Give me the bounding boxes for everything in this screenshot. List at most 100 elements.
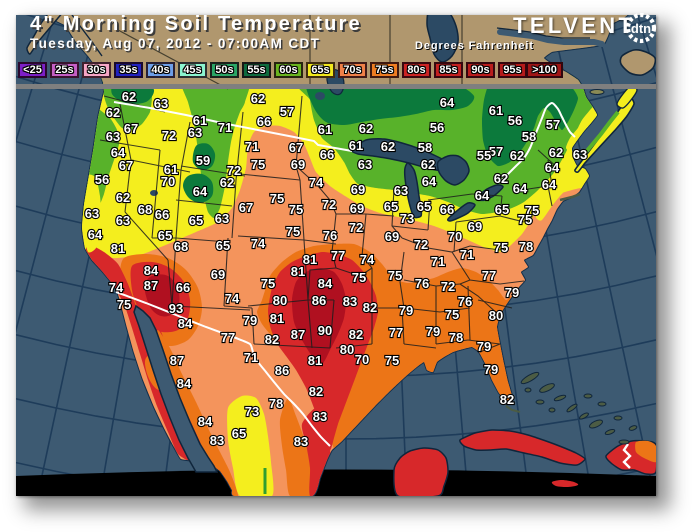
svg-text:77: 77 <box>221 330 235 345</box>
svg-text:74: 74 <box>109 280 124 295</box>
svg-text:82: 82 <box>363 300 377 315</box>
svg-text:84: 84 <box>178 316 193 331</box>
svg-text:81: 81 <box>308 353 322 368</box>
svg-text:56: 56 <box>95 172 109 187</box>
svg-text:76: 76 <box>415 276 429 291</box>
svg-text:79: 79 <box>243 313 257 328</box>
svg-text:dtn: dtn <box>631 21 651 36</box>
svg-text:65: 65 <box>384 199 398 214</box>
svg-text:64: 64 <box>542 177 557 192</box>
svg-text:70: 70 <box>448 229 462 244</box>
svg-text:66: 66 <box>176 280 190 295</box>
svg-text:56: 56 <box>508 113 522 128</box>
svg-text:71: 71 <box>460 247 474 262</box>
svg-text:64: 64 <box>193 184 208 199</box>
svg-text:74: 74 <box>251 236 266 251</box>
svg-text:80: 80 <box>489 308 503 323</box>
svg-text:62: 62 <box>421 157 435 172</box>
svg-text:82: 82 <box>309 384 323 399</box>
svg-text:76: 76 <box>323 228 337 243</box>
svg-text:74: 74 <box>309 175 324 190</box>
svg-text:83: 83 <box>343 294 357 309</box>
svg-text:79: 79 <box>426 324 440 339</box>
svg-text:58: 58 <box>418 140 432 155</box>
svg-text:68: 68 <box>138 202 152 217</box>
svg-text:72: 72 <box>414 237 428 252</box>
svg-text:62: 62 <box>106 105 120 120</box>
svg-text:73: 73 <box>400 211 414 226</box>
svg-text:81: 81 <box>291 264 305 279</box>
svg-text:86: 86 <box>275 363 289 378</box>
svg-text:64: 64 <box>422 174 437 189</box>
svg-text:66: 66 <box>320 147 334 162</box>
svg-text:61: 61 <box>489 103 503 118</box>
svg-text:74: 74 <box>360 252 375 267</box>
svg-text:63: 63 <box>573 147 587 162</box>
svg-text:75: 75 <box>251 157 265 172</box>
svg-text:77: 77 <box>331 248 345 263</box>
svg-text:63: 63 <box>154 96 168 111</box>
svg-text:63: 63 <box>116 213 130 228</box>
svg-text:55: 55 <box>477 148 491 163</box>
svg-text:75: 75 <box>261 276 275 291</box>
svg-text:87: 87 <box>170 353 184 368</box>
svg-text:71: 71 <box>431 254 445 269</box>
svg-text:71: 71 <box>245 139 259 154</box>
svg-text:61: 61 <box>349 138 363 153</box>
svg-text:72: 72 <box>349 220 363 235</box>
svg-text:62: 62 <box>122 89 136 104</box>
svg-text:63: 63 <box>215 211 229 226</box>
svg-text:72: 72 <box>441 279 455 294</box>
svg-text:62: 62 <box>116 190 130 205</box>
svg-text:70: 70 <box>161 174 175 189</box>
svg-text:83: 83 <box>210 433 224 448</box>
svg-text:77: 77 <box>482 268 496 283</box>
svg-text:81: 81 <box>303 252 317 267</box>
svg-text:59: 59 <box>196 153 210 168</box>
svg-text:62: 62 <box>359 121 373 136</box>
svg-text:65: 65 <box>216 238 230 253</box>
svg-text:61: 61 <box>164 162 178 177</box>
svg-text:80: 80 <box>340 342 354 357</box>
svg-text:83: 83 <box>294 434 308 449</box>
svg-text:70: 70 <box>355 352 369 367</box>
svg-text:79: 79 <box>505 285 519 300</box>
svg-text:63: 63 <box>106 129 120 144</box>
svg-text:67: 67 <box>119 158 133 173</box>
svg-text:82: 82 <box>265 332 279 347</box>
svg-text:63: 63 <box>394 183 408 198</box>
svg-text:57: 57 <box>546 117 560 132</box>
svg-text:74: 74 <box>225 291 240 306</box>
svg-text:82: 82 <box>349 327 363 342</box>
svg-text:63: 63 <box>85 206 99 221</box>
svg-text:67: 67 <box>124 121 138 136</box>
svg-text:84: 84 <box>198 414 213 429</box>
svg-text:67: 67 <box>289 140 303 155</box>
svg-text:68: 68 <box>174 239 188 254</box>
svg-text:75: 75 <box>270 191 284 206</box>
svg-text:61: 61 <box>193 113 207 128</box>
svg-text:79: 79 <box>477 339 491 354</box>
svg-text:71: 71 <box>218 120 232 135</box>
svg-text:78: 78 <box>519 239 533 254</box>
svg-text:87: 87 <box>291 327 305 342</box>
svg-text:78: 78 <box>269 396 283 411</box>
svg-text:66: 66 <box>257 114 271 129</box>
svg-text:69: 69 <box>350 201 364 216</box>
svg-text:72: 72 <box>322 197 336 212</box>
svg-text:75: 75 <box>117 297 131 312</box>
svg-text:64: 64 <box>545 160 560 175</box>
svg-text:81: 81 <box>111 241 125 256</box>
svg-text:84: 84 <box>144 263 159 278</box>
svg-text:65: 65 <box>158 228 172 243</box>
svg-text:65: 65 <box>417 199 431 214</box>
svg-text:62: 62 <box>220 175 234 190</box>
svg-text:66: 66 <box>155 207 169 222</box>
svg-text:75: 75 <box>286 224 300 239</box>
svg-text:64: 64 <box>88 227 103 242</box>
svg-text:56: 56 <box>430 120 444 135</box>
svg-text:64: 64 <box>513 181 528 196</box>
svg-text:63: 63 <box>358 157 372 172</box>
svg-text:64: 64 <box>440 95 455 110</box>
svg-text:63: 63 <box>188 125 202 140</box>
